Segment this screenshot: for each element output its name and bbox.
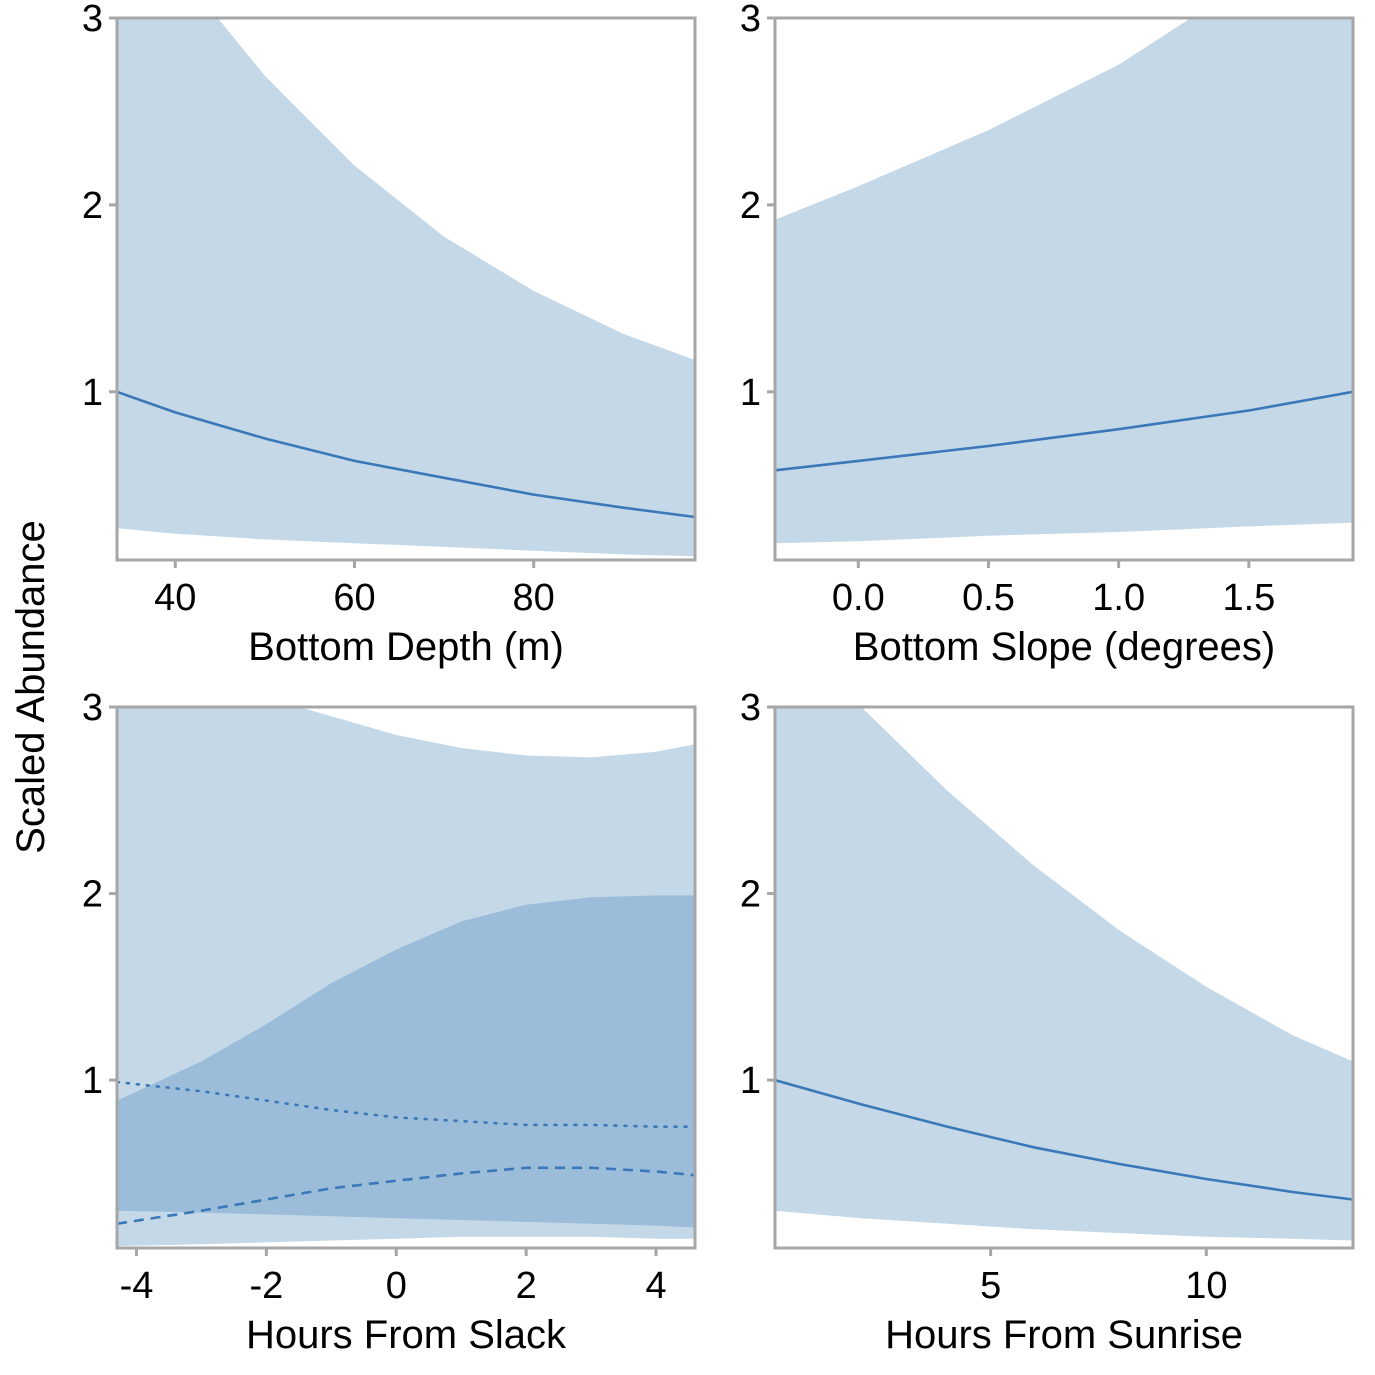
x-tick-label: 80 [513, 577, 555, 619]
series-line-solid-0 [775, 1078, 1353, 1201]
y-tick-label: 2 [740, 185, 761, 227]
x-axis-label: Hours From Sunrise [885, 1313, 1243, 1357]
plot-area [775, 18, 1353, 544]
panel-bottom-slope: 1 2 3 0.0 0.5 1.0 1.5 Bottom Slope (degrees) [740, 0, 1355, 669]
y-tick-label: 3 [740, 687, 761, 729]
y-tick-label: 3 [740, 0, 761, 40]
y-tick-label: 2 [82, 185, 103, 227]
confidence-band-0 [775, 18, 1353, 544]
y-axis-label: Scaled Abundance [9, 520, 53, 854]
series-line-solid-0 [775, 390, 1353, 472]
plot-frame [773, 16, 1355, 562]
confidence-band-0 [775, 707, 1353, 1241]
plot-area [117, 18, 695, 557]
x-tick-label: 5 [980, 1265, 1001, 1307]
x-tick-label: 0 [386, 1265, 407, 1307]
x-tick-label: 2 [516, 1265, 537, 1307]
x-axis-label: Bottom Slope (degrees) [853, 625, 1275, 669]
x-tick-label: 0.5 [962, 577, 1015, 619]
series-line-dotted-0 [117, 1080, 695, 1128]
y-tick-label: 1 [740, 372, 761, 414]
x-tick-label: 40 [154, 577, 196, 619]
x-axis-label: Hours From Slack [246, 1313, 567, 1357]
confidence-band-1 [117, 895, 695, 1228]
y-tick-label: 2 [82, 874, 103, 916]
x-tick-label: 4 [645, 1265, 666, 1307]
plot-frame [115, 705, 697, 1250]
x-tick-label: 0.0 [832, 577, 885, 619]
series-line-dashed-1 [117, 1166, 695, 1225]
panel-bottom-depth: 1 2 3 40 60 80 Bottom Depth (m) [82, 0, 697, 669]
x-axis-label: Bottom Depth (m) [248, 625, 564, 669]
series-line-solid-0 [117, 390, 695, 519]
plot-area [117, 707, 695, 1247]
y-tick-label: 3 [82, 0, 103, 40]
y-tick-label: 1 [82, 372, 103, 414]
x-tick-label: -2 [249, 1265, 283, 1307]
x-tick-label: -4 [120, 1265, 154, 1307]
panel-hours-from-sunrise: 1 2 3 5 10 Hours From Sunrise [740, 687, 1355, 1357]
x-tick-label: 1.5 [1222, 577, 1275, 619]
x-tick-label: 60 [333, 577, 375, 619]
x-tick-label: 10 [1185, 1265, 1227, 1307]
confidence-band-0 [117, 18, 695, 557]
plot-area [775, 707, 1353, 1241]
y-tick-label: 2 [740, 874, 761, 916]
x-tick-label: 1.0 [1092, 577, 1145, 619]
plot-frame [773, 705, 1355, 1250]
plot-frame [115, 16, 697, 562]
y-tick-label: 1 [740, 1060, 761, 1102]
y-tick-label: 3 [82, 687, 103, 729]
y-tick-label: 1 [82, 1060, 103, 1102]
panel-hours-from-slack: 1 2 3 -4 -2 0 2 4 Hours From Slack [82, 687, 697, 1357]
